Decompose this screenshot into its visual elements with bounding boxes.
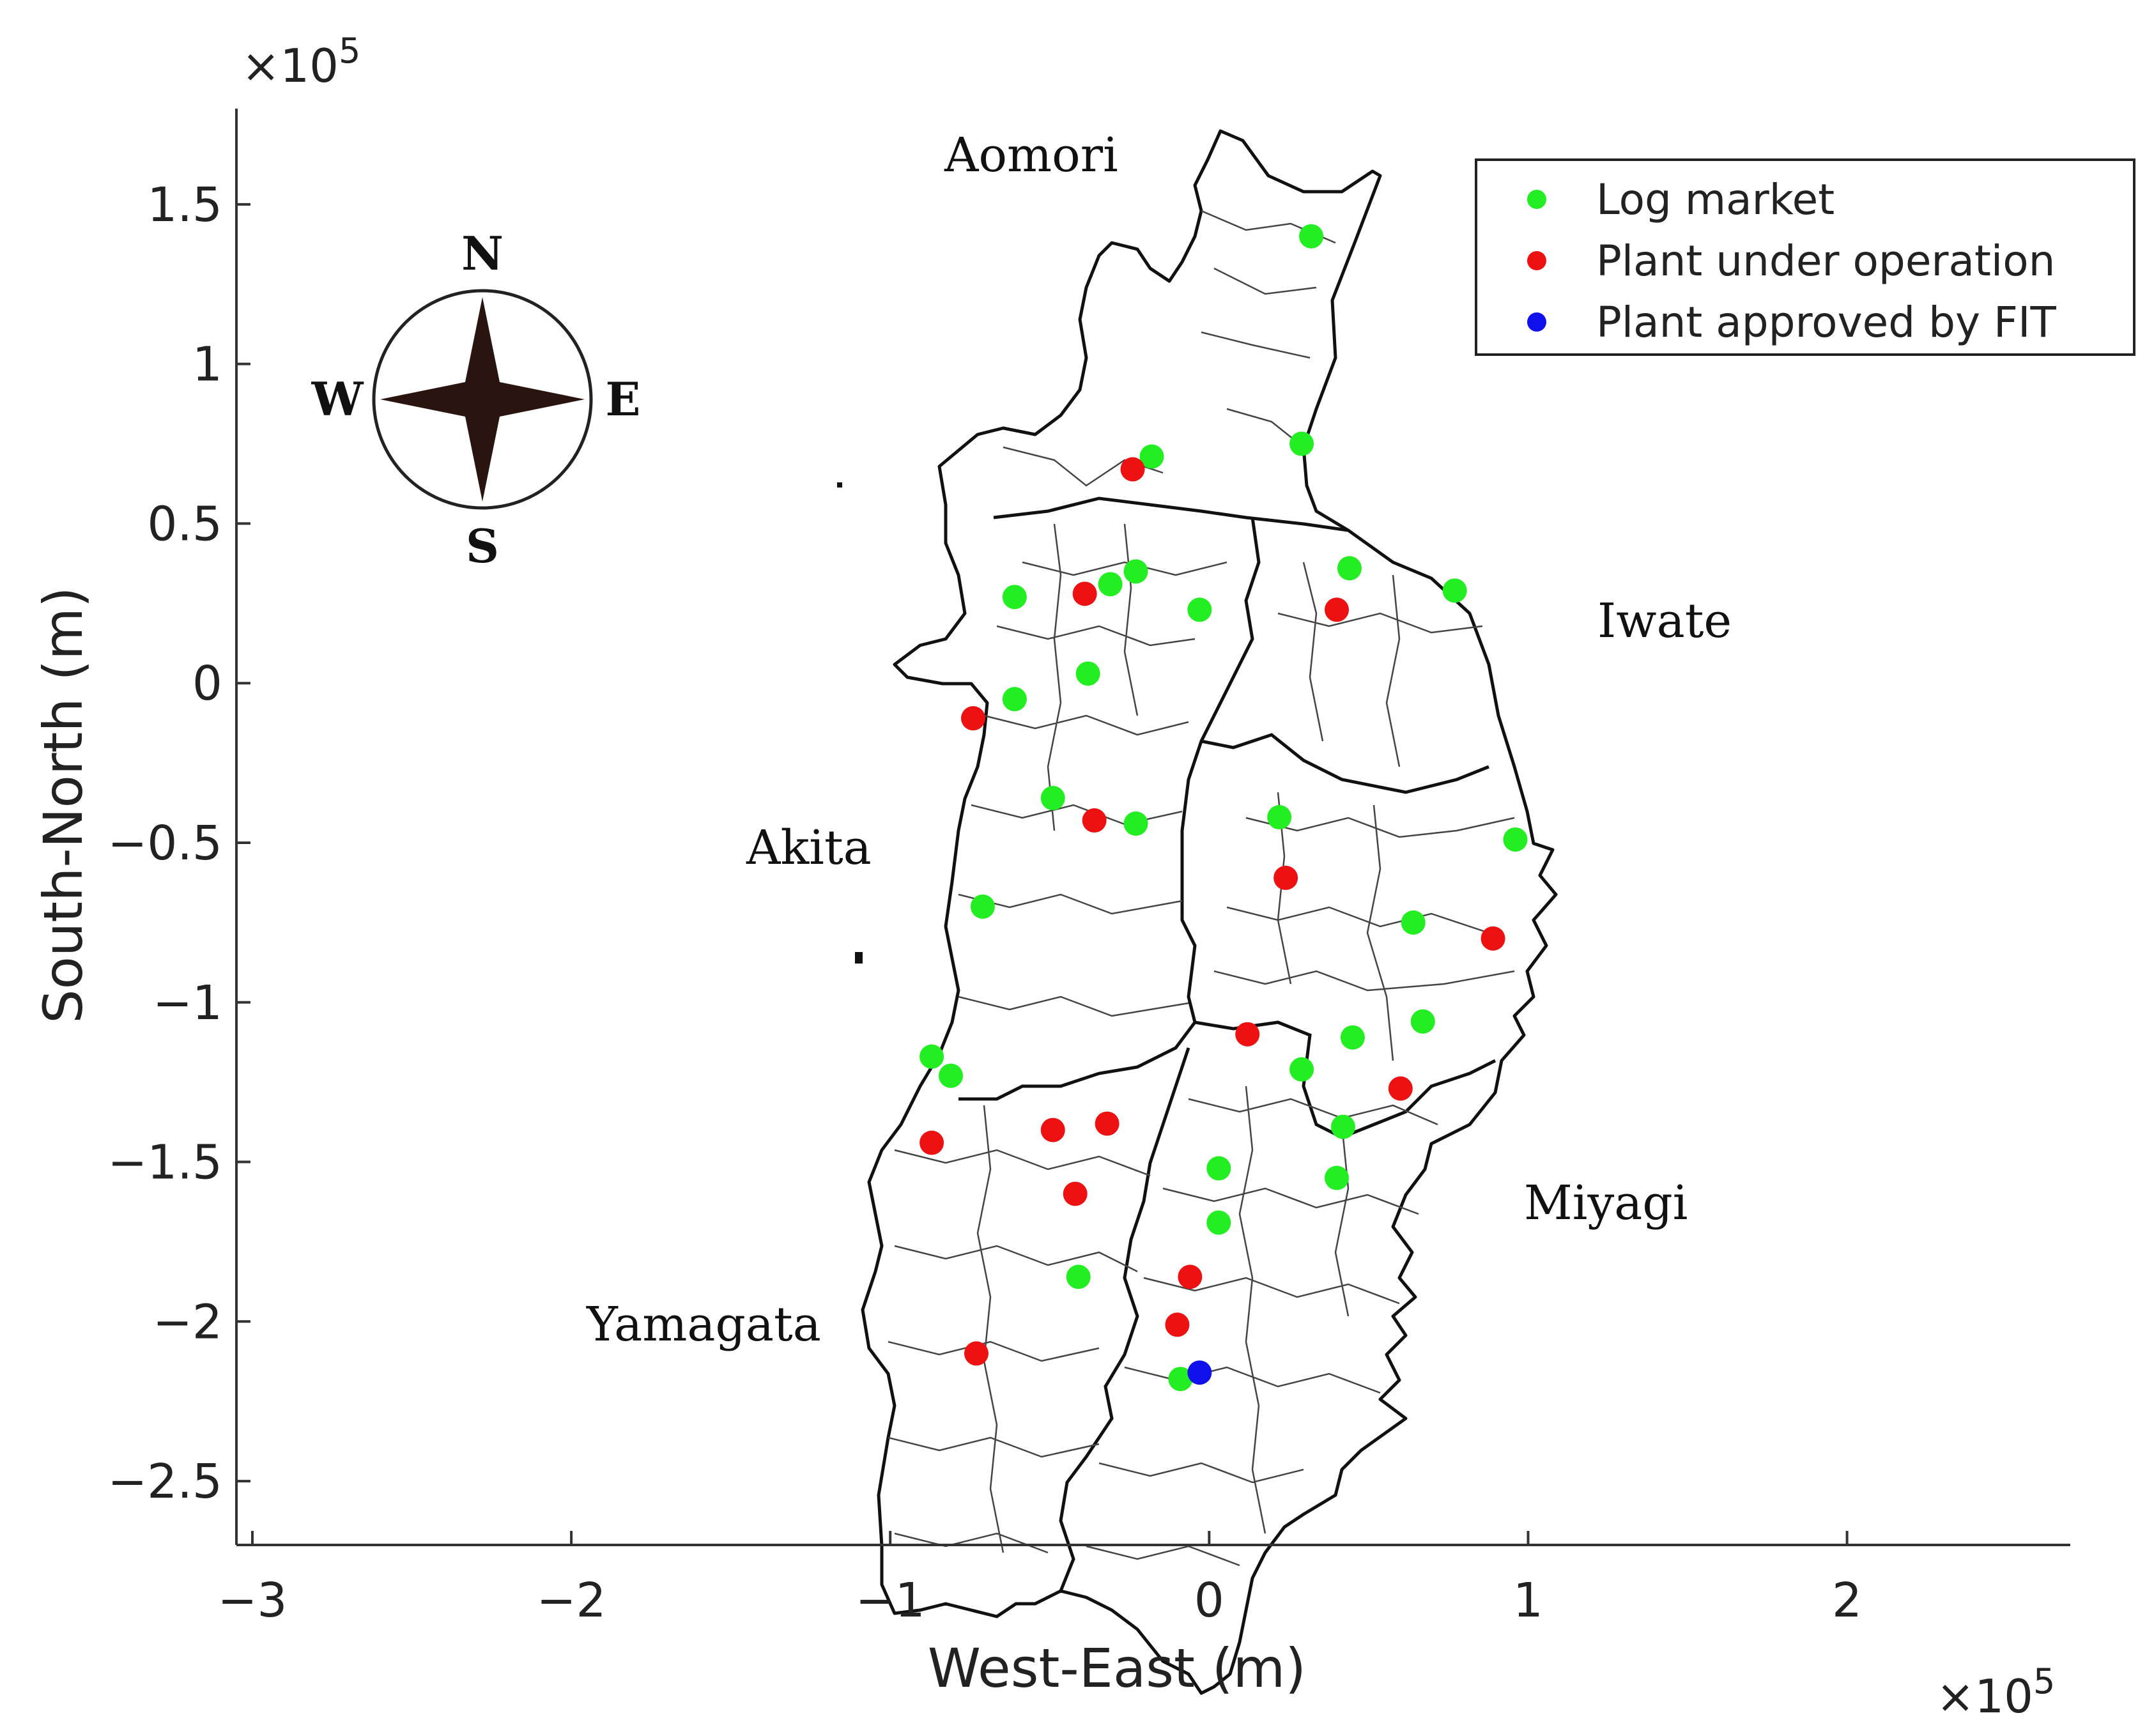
plant-under-operation-point bbox=[1178, 1264, 1203, 1289]
x-tick-label: −3 bbox=[217, 1573, 287, 1628]
log-market-point bbox=[1442, 578, 1467, 603]
compass-north: N bbox=[461, 226, 504, 280]
log-market-point bbox=[1187, 597, 1212, 622]
prefecture-label-miyagi: Miyagi bbox=[1524, 1176, 1688, 1231]
x-axis-multiplier: ×105 bbox=[1936, 1661, 2055, 1723]
log-market-point bbox=[1002, 687, 1027, 712]
markers bbox=[919, 224, 1528, 1392]
log-market-point bbox=[1267, 805, 1292, 830]
plant-under-operation-point bbox=[964, 1341, 989, 1366]
y-tick-label: −1 bbox=[153, 976, 222, 1031]
x-tick-label: 2 bbox=[1832, 1573, 1862, 1628]
compass-star-icon bbox=[380, 297, 585, 502]
axes: −3 −2 −1 0 1 2 1.5 1 0.5 0 −0.5 −1 −1.5 −2 −2.5 bbox=[107, 109, 2070, 1628]
plant-under-operation-point bbox=[1388, 1076, 1413, 1101]
plant-under-operation-point bbox=[1095, 1111, 1119, 1136]
log-market-point bbox=[1289, 1057, 1314, 1082]
x-tick-label: 0 bbox=[1194, 1573, 1224, 1628]
plant-under-operation-point bbox=[1273, 865, 1298, 890]
log-market-point bbox=[1503, 827, 1528, 852]
prefecture-label-yamagata: Yamagata bbox=[586, 1297, 821, 1352]
log-market-point bbox=[1289, 431, 1314, 456]
log-market-point bbox=[1401, 910, 1426, 935]
legend-label-log-market: Log market bbox=[1596, 175, 1835, 224]
plant-under-operation-point bbox=[1165, 1312, 1190, 1337]
plant-under-operation-point bbox=[1072, 581, 1097, 606]
map-region bbox=[837, 129, 1558, 1695]
y-tick-label: 1.5 bbox=[147, 178, 222, 233]
legend-marker-plant-approved-by-fit bbox=[1527, 312, 1546, 332]
log-market-point bbox=[1002, 585, 1027, 610]
log-market-point bbox=[1340, 1025, 1365, 1050]
legend-marker-plant-under-operation bbox=[1527, 251, 1546, 270]
plant-under-operation-point bbox=[960, 706, 985, 731]
log-market-point bbox=[1299, 224, 1324, 249]
x-tick-label: −1 bbox=[856, 1573, 925, 1628]
y-axis-multiplier: ×105 bbox=[242, 31, 360, 93]
x-axis-label: West-East (m) bbox=[928, 1637, 1306, 1700]
y-tick-label: −1.5 bbox=[107, 1135, 222, 1190]
land-outline bbox=[861, 129, 1558, 1695]
y-tick-label: 0 bbox=[192, 656, 222, 711]
municipal-boundaries bbox=[888, 210, 1515, 1567]
plant-approved-by-fit-point bbox=[1187, 1360, 1212, 1385]
compass-rose: N S E W bbox=[311, 226, 641, 573]
log-market-point bbox=[1206, 1156, 1231, 1181]
log-market-point bbox=[1325, 1165, 1349, 1190]
log-market-point bbox=[939, 1063, 964, 1088]
y-tick-label: 1 bbox=[192, 337, 222, 392]
log-market-point bbox=[1410, 1009, 1435, 1034]
plant-under-operation-point bbox=[919, 1130, 944, 1155]
legend-box bbox=[1475, 158, 2135, 356]
y-tick-label: −2 bbox=[153, 1294, 222, 1349]
compass-west: W bbox=[311, 372, 364, 426]
plant-under-operation-point bbox=[1063, 1181, 1088, 1206]
plant-under-operation-point bbox=[1120, 457, 1145, 482]
log-market-point bbox=[1139, 444, 1164, 469]
plant-under-operation-point bbox=[1325, 597, 1349, 622]
log-market-point bbox=[1168, 1367, 1193, 1392]
log-market-point bbox=[970, 894, 995, 919]
prefecture-label-akita: Akita bbox=[746, 820, 872, 875]
legend-marker-log-market bbox=[1527, 190, 1546, 209]
x-tick-label: 1 bbox=[1513, 1573, 1543, 1628]
y-tick-label: 0.5 bbox=[147, 496, 222, 551]
compass-east: E bbox=[606, 372, 641, 426]
plant-under-operation-point bbox=[1040, 1118, 1065, 1142]
log-market-point bbox=[919, 1044, 944, 1069]
log-market-point bbox=[1123, 811, 1148, 836]
legend-label-plant-under-operation: Plant under operation bbox=[1596, 236, 2055, 286]
island bbox=[855, 952, 863, 964]
y-axis-label: South-North (m) bbox=[32, 587, 95, 1023]
plant-under-operation-point bbox=[1082, 808, 1107, 833]
prefecture-labels: Aomori Iwate Akita Miyagi Yamagata bbox=[586, 128, 1732, 1352]
plant-under-operation-point bbox=[1235, 1022, 1260, 1047]
legend: Log market Plant under operation Plant a… bbox=[1475, 158, 2135, 356]
log-market-point bbox=[1123, 559, 1148, 584]
log-market-point bbox=[1075, 661, 1100, 686]
y-tick-label: −0.5 bbox=[107, 816, 222, 871]
log-market-point bbox=[1098, 572, 1123, 597]
compass-south: S bbox=[466, 519, 499, 573]
prefecture-boundaries bbox=[958, 496, 1496, 1592]
plant-under-operation-point bbox=[1481, 926, 1505, 951]
log-market-point bbox=[1330, 1114, 1355, 1139]
island bbox=[837, 482, 842, 488]
y-tick-label: −2.5 bbox=[107, 1454, 222, 1509]
legend-label-plant-approved-by-fit: Plant approved by FIT bbox=[1596, 298, 2056, 347]
log-market-point bbox=[1040, 786, 1065, 811]
log-market-point bbox=[1206, 1210, 1231, 1235]
prefecture-label-iwate: Iwate bbox=[1597, 594, 1732, 649]
log-market-point bbox=[1337, 556, 1362, 581]
log-market-point bbox=[1066, 1264, 1091, 1289]
prefecture-label-aomori: Aomori bbox=[944, 128, 1118, 183]
x-tick-label: −2 bbox=[537, 1573, 606, 1628]
